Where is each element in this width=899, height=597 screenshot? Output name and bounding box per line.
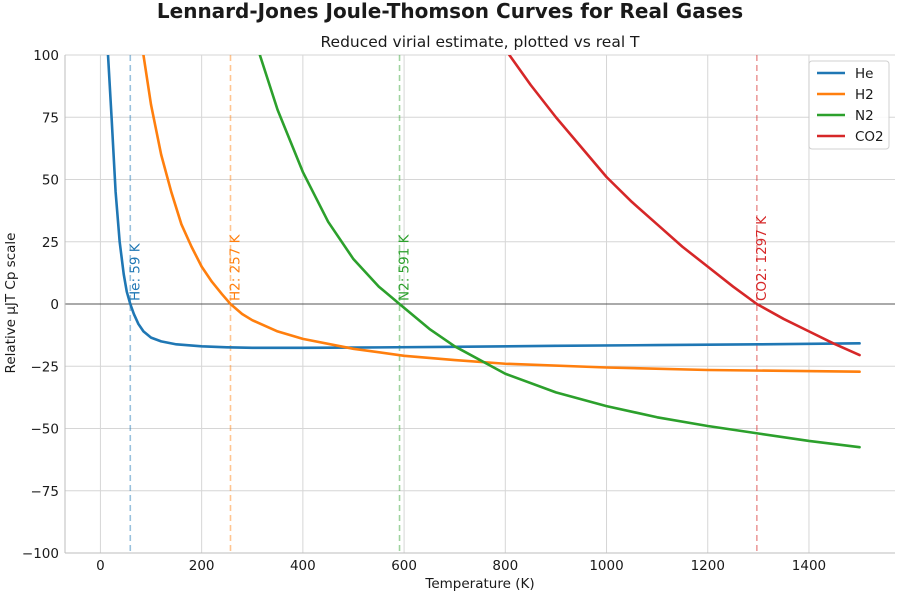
chart-subtitle: Reduced virial estimate, plotted vs real… (320, 33, 640, 51)
x-tick-label: 0 (96, 558, 105, 574)
x-tick-label: 1400 (792, 558, 826, 574)
y-tick-label: 50 (42, 173, 59, 189)
y-tick-label: −75 (31, 484, 60, 500)
x-axis-label: Temperature (K) (424, 576, 534, 592)
series-line-n2 (258, 55, 861, 449)
y-tick-label: 75 (42, 110, 59, 126)
x-tick-label: 800 (492, 558, 518, 574)
legend-box (808, 60, 890, 150)
y-tick-label: −25 (31, 359, 60, 375)
y-tick-label: −50 (31, 422, 60, 438)
inversion-label-n2: N2: 591 K (397, 233, 413, 301)
x-tick-label: 1000 (589, 558, 623, 574)
x-tick-label: 600 (391, 558, 417, 574)
legend-label-h2: H2 (855, 87, 874, 103)
inversion-label-h2: H2: 257 K (227, 233, 243, 301)
x-tick-label: 1200 (691, 558, 725, 574)
y-tick-label: 0 (50, 297, 59, 313)
x-tick-label: 200 (189, 558, 215, 574)
chart-title: Lennard-Jones Joule-Thomson Curves for R… (157, 0, 743, 23)
series-line-h2 (142, 55, 861, 374)
legend-label-co2: CO2 (855, 129, 884, 145)
y-tick-label: −100 (22, 546, 59, 562)
inversion-label-he: He: 59 K (127, 242, 143, 301)
legend-label-n2: N2 (855, 108, 874, 124)
y-tick-label: 100 (33, 48, 59, 64)
series-line-co2 (508, 55, 861, 357)
y-tick-label: 25 (42, 235, 59, 251)
series-group (106, 55, 861, 449)
series-line-he (106, 55, 861, 350)
x-tick-label: 400 (290, 558, 316, 574)
legend-label-he: He (855, 66, 873, 82)
inversion-label-co2: CO2: 1297 K (754, 215, 770, 301)
plot-area: He: 59 K H2: 257 K N2: 591 K CO2: 1297 K 0 20… (22, 48, 895, 574)
y-axis-label: Relative μJT Cp scale (3, 233, 19, 374)
